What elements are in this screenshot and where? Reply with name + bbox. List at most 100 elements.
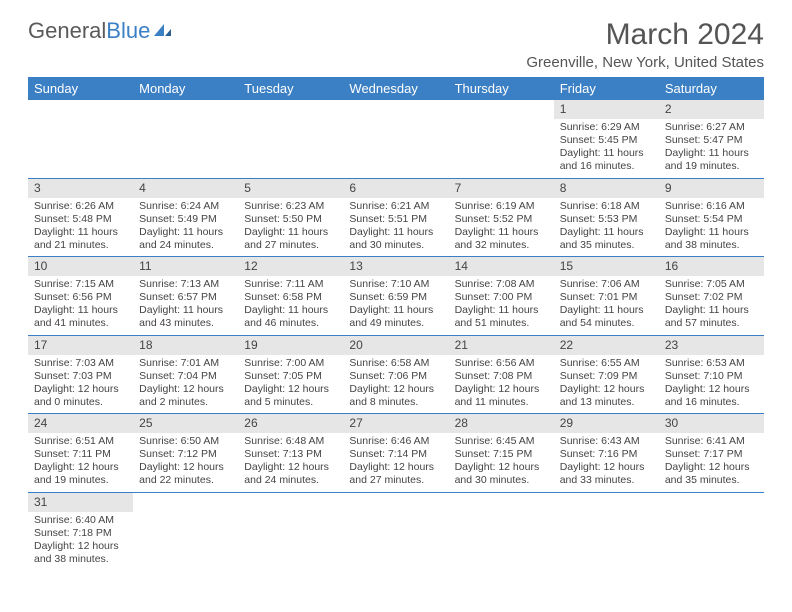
daylight-text: Daylight: 12 hours and 5 minutes. [244,383,337,409]
calendar-cell: 25Sunrise: 6:50 AMSunset: 7:12 PMDayligh… [133,414,238,493]
daylight-text: Daylight: 12 hours and 2 minutes. [139,383,232,409]
day-number: 4 [133,179,238,198]
day-detail: Sunrise: 7:00 AMSunset: 7:05 PMDaylight:… [238,355,343,414]
day-detail: Sunrise: 7:11 AMSunset: 6:58 PMDaylight:… [238,276,343,335]
daylight-text: Daylight: 11 hours and 41 minutes. [34,304,127,330]
sunset-text: Sunset: 5:45 PM [560,134,653,147]
logo-text-2: Blue [106,18,150,44]
sunset-text: Sunset: 6:57 PM [139,291,232,304]
daylight-text: Daylight: 12 hours and 13 minutes. [560,383,653,409]
weekday-header: Wednesday [343,77,448,100]
calendar-cell [449,492,554,570]
sunset-text: Sunset: 7:02 PM [665,291,758,304]
weekday-header: Tuesday [238,77,343,100]
day-detail: Sunrise: 7:10 AMSunset: 6:59 PMDaylight:… [343,276,448,335]
day-number: 28 [449,414,554,433]
day-number: 24 [28,414,133,433]
weekday-header: Sunday [28,77,133,100]
day-detail: Sunrise: 7:15 AMSunset: 6:56 PMDaylight:… [28,276,133,335]
daylight-text: Daylight: 12 hours and 0 minutes. [34,383,127,409]
day-number: 15 [554,257,659,276]
calendar-cell: 7Sunrise: 6:19 AMSunset: 5:52 PMDaylight… [449,178,554,257]
day-detail: Sunrise: 6:16 AMSunset: 5:54 PMDaylight:… [659,198,764,257]
calendar-cell [449,100,554,178]
day-detail: Sunrise: 6:41 AMSunset: 7:17 PMDaylight:… [659,433,764,492]
day-number: 2 [659,100,764,119]
calendar-row: 24Sunrise: 6:51 AMSunset: 7:11 PMDayligh… [28,414,764,493]
sunrise-text: Sunrise: 6:45 AM [455,435,548,448]
sunrise-text: Sunrise: 6:27 AM [665,121,758,134]
day-number: 12 [238,257,343,276]
daylight-text: Daylight: 11 hours and 32 minutes. [455,226,548,252]
sunrise-text: Sunrise: 7:03 AM [34,357,127,370]
calendar-cell: 22Sunrise: 6:55 AMSunset: 7:09 PMDayligh… [554,335,659,414]
sunset-text: Sunset: 7:10 PM [665,370,758,383]
sunset-text: Sunset: 5:49 PM [139,213,232,226]
weekday-header: Saturday [659,77,764,100]
sunset-text: Sunset: 7:08 PM [455,370,548,383]
day-number: 7 [449,179,554,198]
sunset-text: Sunset: 6:56 PM [34,291,127,304]
daylight-text: Daylight: 11 hours and 21 minutes. [34,226,127,252]
calendar-cell: 21Sunrise: 6:56 AMSunset: 7:08 PMDayligh… [449,335,554,414]
calendar-cell: 27Sunrise: 6:46 AMSunset: 7:14 PMDayligh… [343,414,448,493]
day-number: 29 [554,414,659,433]
daylight-text: Daylight: 12 hours and 33 minutes. [560,461,653,487]
day-detail: Sunrise: 6:40 AMSunset: 7:18 PMDaylight:… [28,512,133,571]
calendar-cell: 20Sunrise: 6:58 AMSunset: 7:06 PMDayligh… [343,335,448,414]
day-detail: Sunrise: 7:08 AMSunset: 7:00 PMDaylight:… [449,276,554,335]
day-number: 25 [133,414,238,433]
logo-text-1: General [28,18,106,44]
day-number: 23 [659,336,764,355]
day-detail: Sunrise: 6:45 AMSunset: 7:15 PMDaylight:… [449,433,554,492]
sunset-text: Sunset: 7:05 PM [244,370,337,383]
daylight-text: Daylight: 12 hours and 38 minutes. [34,540,127,566]
sunset-text: Sunset: 5:48 PM [34,213,127,226]
calendar-cell: 2Sunrise: 6:27 AMSunset: 5:47 PMDaylight… [659,100,764,178]
sunrise-text: Sunrise: 7:05 AM [665,278,758,291]
sunrise-text: Sunrise: 7:06 AM [560,278,653,291]
sunrise-text: Sunrise: 6:46 AM [349,435,442,448]
day-detail: Sunrise: 6:19 AMSunset: 5:52 PMDaylight:… [449,198,554,257]
day-detail: Sunrise: 6:56 AMSunset: 7:08 PMDaylight:… [449,355,554,414]
calendar-cell: 23Sunrise: 6:53 AMSunset: 7:10 PMDayligh… [659,335,764,414]
daylight-text: Daylight: 12 hours and 19 minutes. [34,461,127,487]
daylight-text: Daylight: 11 hours and 38 minutes. [665,226,758,252]
sunrise-text: Sunrise: 6:41 AM [665,435,758,448]
day-detail: Sunrise: 6:23 AMSunset: 5:50 PMDaylight:… [238,198,343,257]
day-detail: Sunrise: 6:26 AMSunset: 5:48 PMDaylight:… [28,198,133,257]
day-detail: Sunrise: 6:53 AMSunset: 7:10 PMDaylight:… [659,355,764,414]
sunset-text: Sunset: 7:09 PM [560,370,653,383]
day-number: 1 [554,100,659,119]
sunrise-text: Sunrise: 7:11 AM [244,278,337,291]
calendar-table: Sunday Monday Tuesday Wednesday Thursday… [28,77,764,570]
sunset-text: Sunset: 5:54 PM [665,213,758,226]
calendar-cell [343,492,448,570]
calendar-cell: 30Sunrise: 6:41 AMSunset: 7:17 PMDayligh… [659,414,764,493]
day-number: 22 [554,336,659,355]
sunrise-text: Sunrise: 6:51 AM [34,435,127,448]
day-number: 31 [28,493,133,512]
day-number: 10 [28,257,133,276]
day-number: 13 [343,257,448,276]
sunrise-text: Sunrise: 7:00 AM [244,357,337,370]
calendar-row: 1Sunrise: 6:29 AMSunset: 5:45 PMDaylight… [28,100,764,178]
calendar-cell: 9Sunrise: 6:16 AMSunset: 5:54 PMDaylight… [659,178,764,257]
sunset-text: Sunset: 5:51 PM [349,213,442,226]
daylight-text: Daylight: 12 hours and 16 minutes. [665,383,758,409]
calendar-cell: 28Sunrise: 6:45 AMSunset: 7:15 PMDayligh… [449,414,554,493]
sunrise-text: Sunrise: 6:18 AM [560,200,653,213]
sunrise-text: Sunrise: 6:43 AM [560,435,653,448]
header: GeneralBlue March 2024 Greenville, New Y… [28,18,764,71]
sunrise-text: Sunrise: 6:16 AM [665,200,758,213]
day-detail: Sunrise: 6:51 AMSunset: 7:11 PMDaylight:… [28,433,133,492]
calendar-cell: 4Sunrise: 6:24 AMSunset: 5:49 PMDaylight… [133,178,238,257]
calendar-cell: 31Sunrise: 6:40 AMSunset: 7:18 PMDayligh… [28,492,133,570]
calendar-cell: 11Sunrise: 7:13 AMSunset: 6:57 PMDayligh… [133,257,238,336]
calendar-cell: 12Sunrise: 7:11 AMSunset: 6:58 PMDayligh… [238,257,343,336]
calendar-cell: 3Sunrise: 6:26 AMSunset: 5:48 PMDaylight… [28,178,133,257]
calendar-cell [343,100,448,178]
sunset-text: Sunset: 7:13 PM [244,448,337,461]
day-number: 18 [133,336,238,355]
calendar-cell [238,100,343,178]
